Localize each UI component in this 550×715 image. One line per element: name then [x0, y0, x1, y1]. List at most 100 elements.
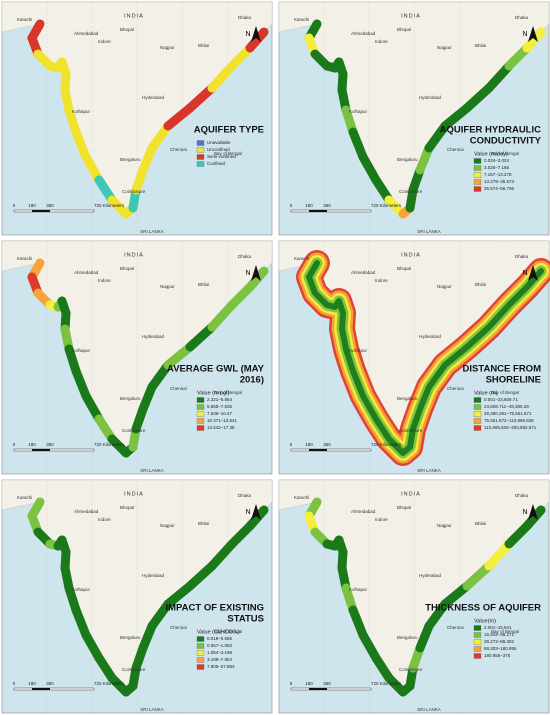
- legend-label: 35.574–56.706: [484, 186, 515, 191]
- north-arrow: [251, 26, 261, 42]
- map-panel: INDIA Karachi Ahmedabad Bhopal Indore Nagpur B…: [278, 240, 550, 475]
- coastal-zone: [440, 581, 472, 609]
- legend-label: 13.279–35.573: [484, 179, 515, 184]
- place-label: Chennai: [170, 386, 187, 391]
- legend-title: Value (m bgl): [197, 390, 229, 396]
- place-label: Dhaka: [515, 493, 529, 498]
- place-label: Bhilai: [198, 282, 209, 287]
- coastal-zone: [163, 103, 195, 131]
- legend-swatch: [473, 425, 482, 431]
- legend-label: 75,551.672–110,965.635: [484, 418, 534, 423]
- scale-bar-fill: [32, 449, 50, 451]
- map-panel: INDIA Karachi Ahmedabad Bhopal Indore Nagpur B…: [1, 479, 273, 714]
- legend-label: 7.805–27.983: [207, 664, 235, 669]
- place-label: Dhaka: [238, 15, 252, 20]
- place-label: Bay of Bengal: [491, 390, 519, 395]
- scale-label: 180: [28, 442, 36, 447]
- coastal-zone: [462, 83, 494, 113]
- legend-title: Value (Cl/HCO3-): [197, 629, 240, 635]
- scale-bar-fill: [309, 449, 327, 451]
- coastal-zone: [522, 27, 546, 53]
- place-label: Bhilai: [198, 521, 209, 526]
- legend-label: 38.272–88.302: [484, 639, 515, 644]
- place-label: Coimbatore: [399, 189, 423, 194]
- map-panel: INDIA Karachi Ahmedabad Bhopal Indore Nagpur B…: [278, 479, 550, 714]
- scale-label: 0: [13, 203, 16, 208]
- scale-label: 0: [13, 442, 16, 447]
- place-label: Bhilai: [475, 282, 486, 287]
- legend-swatch: [196, 650, 205, 656]
- place-label: Hyderabad: [419, 334, 442, 339]
- coastal-zone: [424, 599, 450, 631]
- legend-swatch: [473, 172, 482, 178]
- legend-label: 7.167–13.278: [484, 172, 512, 177]
- coastal-zone: [424, 121, 450, 153]
- scale-bar: [290, 687, 372, 691]
- legend-swatch: [473, 179, 482, 185]
- country-label: INDIA: [401, 13, 421, 19]
- place-label: Indore: [375, 39, 388, 44]
- map-panel: INDIA Karachi Ahmedabad Bhopal Indore Nagpur B…: [1, 240, 273, 475]
- legend-swatch: [196, 657, 205, 663]
- legend-label: 3.199–7.804: [207, 657, 233, 662]
- place-label: Karachi: [17, 495, 32, 500]
- place-label: Bengaluru: [397, 635, 418, 640]
- legend-label: 110,965.636–200,892.571: [484, 425, 537, 430]
- legend-swatch: [196, 161, 205, 167]
- legend-swatch: [196, 643, 205, 649]
- place-label: Ahmedabad: [351, 31, 376, 36]
- scale-label: 360: [323, 681, 331, 686]
- map-panel: INDIA Karachi Ahmedabad Bhopal Indore Nagpur B…: [278, 1, 550, 236]
- scale-label: 0: [290, 442, 293, 447]
- place-label: Indore: [375, 517, 388, 522]
- place-label: Indore: [98, 517, 111, 522]
- place-label: Ahmedabad: [74, 509, 99, 514]
- panel-title: CONDUCTIVITY: [470, 136, 542, 147]
- place-label: Kolhapur: [349, 348, 368, 353]
- map-panel: INDIA Karachi Ahmedabad Bhopal Indore Nagpur B…: [1, 1, 273, 236]
- scale-label: 720 Kilometers: [94, 681, 125, 686]
- place-label: Bhopal: [120, 505, 134, 510]
- place-label: Indore: [375, 278, 388, 283]
- panel-title: THICKNESS OF AQUIFER: [425, 603, 541, 614]
- panel-title: SHORELINE: [486, 375, 541, 386]
- place-label: Chennai: [447, 147, 464, 152]
- place-label: Bhilai: [475, 521, 486, 526]
- place-label: SRI LANKA: [140, 707, 164, 712]
- coastal-zone: [147, 360, 173, 392]
- legend-label: 0.567–1.053: [207, 643, 233, 648]
- coastal-zone: [163, 342, 195, 370]
- legend-swatch: [473, 404, 482, 410]
- north-label: N: [522, 31, 527, 38]
- legend-title: Value (m/day): [474, 151, 508, 157]
- place-label: Karachi: [294, 17, 309, 22]
- legend-swatch: [473, 625, 482, 631]
- legend-label: 7.636–10.47: [207, 411, 233, 416]
- panel-title: AQUIFER TYPE: [194, 125, 264, 136]
- place-label: Hyderabad: [142, 573, 165, 578]
- country-label: INDIA: [401, 491, 421, 497]
- north-label: N: [522, 509, 527, 516]
- coastal-zone: [147, 121, 173, 153]
- north-label: N: [245, 270, 250, 277]
- place-label: Bhopal: [120, 266, 134, 271]
- legend-label: 0.019–0.566: [207, 636, 233, 641]
- scale-bar: [290, 448, 372, 452]
- scale-bar-fill: [309, 688, 327, 690]
- legend-label: 0.034–3.024: [484, 158, 510, 163]
- place-label: Nagpur: [160, 284, 175, 289]
- place-label: Indore: [98, 278, 111, 283]
- legend-label: 180.956–375: [484, 653, 511, 658]
- scale-label: 360: [46, 681, 54, 686]
- coastal-zone: [245, 27, 269, 53]
- place-label: Bhilai: [475, 43, 486, 48]
- place-label: Chennai: [170, 147, 187, 152]
- legend-swatch: [473, 632, 482, 638]
- country-label: INDIA: [124, 13, 144, 19]
- north-label: N: [245, 31, 250, 38]
- place-label: Hyderabad: [142, 95, 165, 100]
- scale-label: 360: [46, 442, 54, 447]
- place-label: Bay of Bengal: [491, 151, 519, 156]
- coastal-zone: [440, 103, 472, 131]
- scale-label: 180: [305, 681, 313, 686]
